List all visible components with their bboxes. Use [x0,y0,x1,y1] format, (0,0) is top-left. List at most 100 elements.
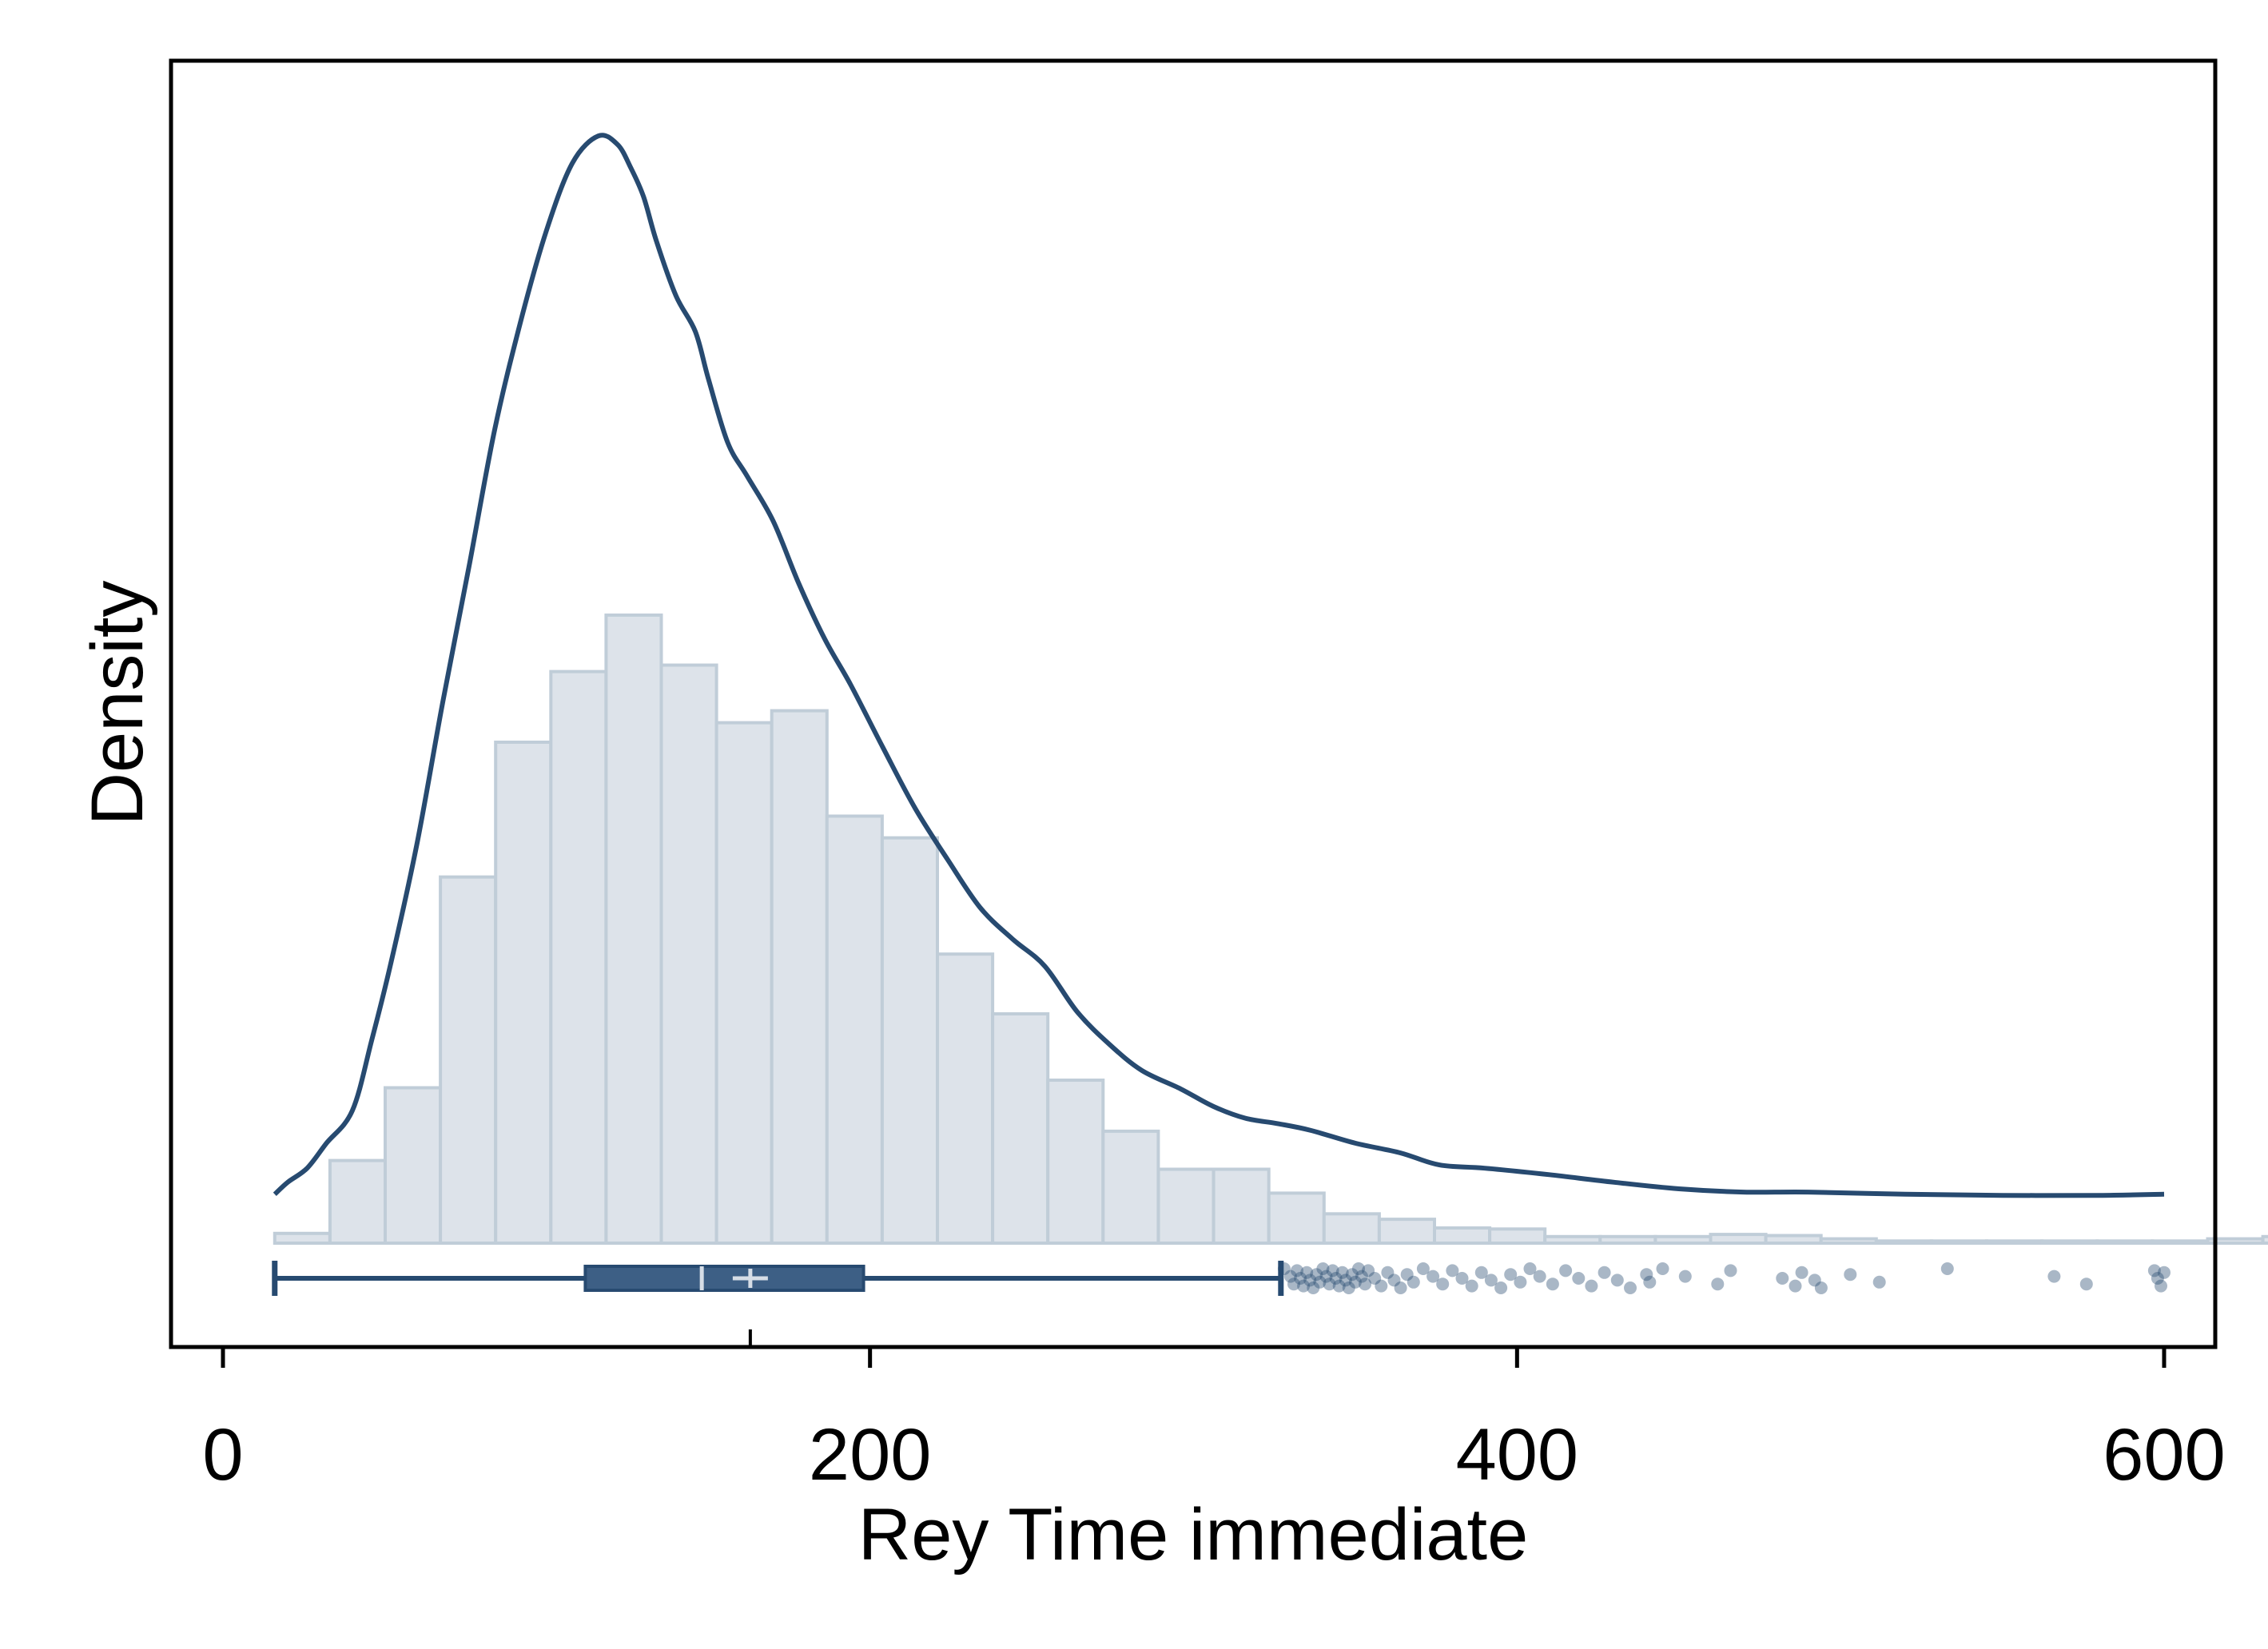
y-axis-label: Density [77,581,158,826]
outlier-point [1362,1264,1375,1277]
outlier-point [2147,1264,2161,1277]
histogram-bar [439,875,498,1245]
outlier-point [1294,1272,1307,1285]
outlier-point [1307,1281,1320,1294]
outlier-point [1426,1270,1440,1283]
histogram-bar [2040,1239,2099,1246]
outlier-point [1446,1264,1459,1277]
histogram-bar [494,741,553,1245]
outlier-point [1394,1281,1407,1294]
outlier-point [2155,1279,2167,1293]
outlier-point [1610,1274,1624,1287]
outlier-point [1368,1272,1382,1285]
outlier-point [2151,1272,2164,1285]
outlier-point [1300,1266,1314,1279]
outlier-point [1345,1268,1359,1281]
outlier-point [1319,1270,1333,1283]
histogram-bar [714,721,774,1245]
histogram-bar [1598,1234,1657,1246]
outlier-point [1585,1279,1598,1293]
outlier-point [1724,1264,1737,1277]
outlier-point [1400,1268,1414,1281]
outlier-point [1940,1262,1954,1275]
outlier-point [1283,1270,1297,1283]
x-tick-label: 400 [1456,1414,1579,1496]
outlier-point [1711,1277,1725,1291]
outlier-point [1643,1275,1657,1289]
outlier-point [1303,1274,1317,1287]
histogram-bar [825,814,884,1245]
histogram-bar [1433,1226,1492,1245]
outlier-point [1814,1281,1828,1294]
outlier-point [1407,1275,1420,1289]
histogram-bar [273,1231,332,1246]
outlier-point [1484,1274,1498,1287]
x-tick-label: 600 [2103,1414,2226,1496]
histogram-bar [1377,1218,1437,1245]
outlier-point [1297,1279,1311,1293]
outlier-point [1387,1274,1401,1287]
outlier-point [1504,1268,1518,1281]
histogram-bar [880,836,940,1245]
outlier-point [1359,1277,1372,1291]
outlier-points [1277,1262,2171,1294]
outlier-point [1572,1272,1586,1285]
outlier-point [1352,1262,1365,1275]
histogram-bar [1267,1191,1326,1246]
histogram-bar [1819,1237,1878,1245]
histogram-bar [1709,1233,1768,1245]
outlier-point [1313,1275,1327,1289]
histogram-bar [1488,1227,1547,1246]
histogram-bar [991,1012,1050,1245]
histogram-bar [1929,1239,1988,1246]
histogram-bar [384,1086,443,1245]
outlier-point [1291,1264,1303,1277]
outlier-point [1310,1268,1323,1281]
histogram-bar [1046,1079,1105,1245]
histogram-bars [273,613,2268,1246]
outlier-point [1277,1262,1291,1275]
histogram-bar [1101,1129,1160,1246]
x-axis-ticks: 0 200 400 600 [202,1347,2226,1496]
outlier-point [1323,1277,1336,1291]
histogram-bar [1653,1234,1713,1246]
outlier-point [1326,1264,1339,1277]
histogram-bar [549,670,608,1245]
outlier-point [1287,1277,1300,1291]
outlier-point [1533,1270,1546,1283]
histogram-bar [2261,1234,2268,1246]
outlier-point [1844,1268,1857,1281]
histogram-bar [659,663,718,1245]
outlier-point [1872,1275,1886,1289]
histogram-bar [1212,1167,1271,1245]
outlier-point [1381,1266,1395,1279]
outlier-point [1375,1279,1388,1293]
outlier-point [1808,1274,1821,1287]
outlier-point [1559,1264,1573,1277]
outlier-point [1546,1277,1559,1291]
outlier-point [1523,1262,1537,1275]
outlier-point [1348,1275,1362,1289]
outlier-point [1355,1270,1368,1283]
histogram-bar [936,952,995,1245]
histogram-bar [604,613,663,1245]
outlier-point [1678,1270,1692,1283]
histogram-bar [1764,1234,1823,1245]
outlier-point [1789,1279,1802,1293]
outlier-point [1436,1277,1450,1291]
outlier-point [2047,1270,2061,1283]
outlier-point [1795,1266,1808,1279]
histogram-bar [1874,1239,1933,1246]
boxplot [272,1261,1284,1347]
histogram-bar [770,709,829,1245]
outlier-point [1316,1262,1330,1275]
x-axis-label: Rey Time immediate [858,1494,1528,1575]
outlier-point [1339,1274,1352,1287]
outlier-point [1474,1266,1488,1279]
outlier-point [1455,1272,1469,1285]
histogram-bar [1156,1167,1216,1245]
outlier-point [1335,1266,1349,1279]
outlier-point [1416,1262,1430,1275]
outlier-point [1656,1262,1669,1275]
